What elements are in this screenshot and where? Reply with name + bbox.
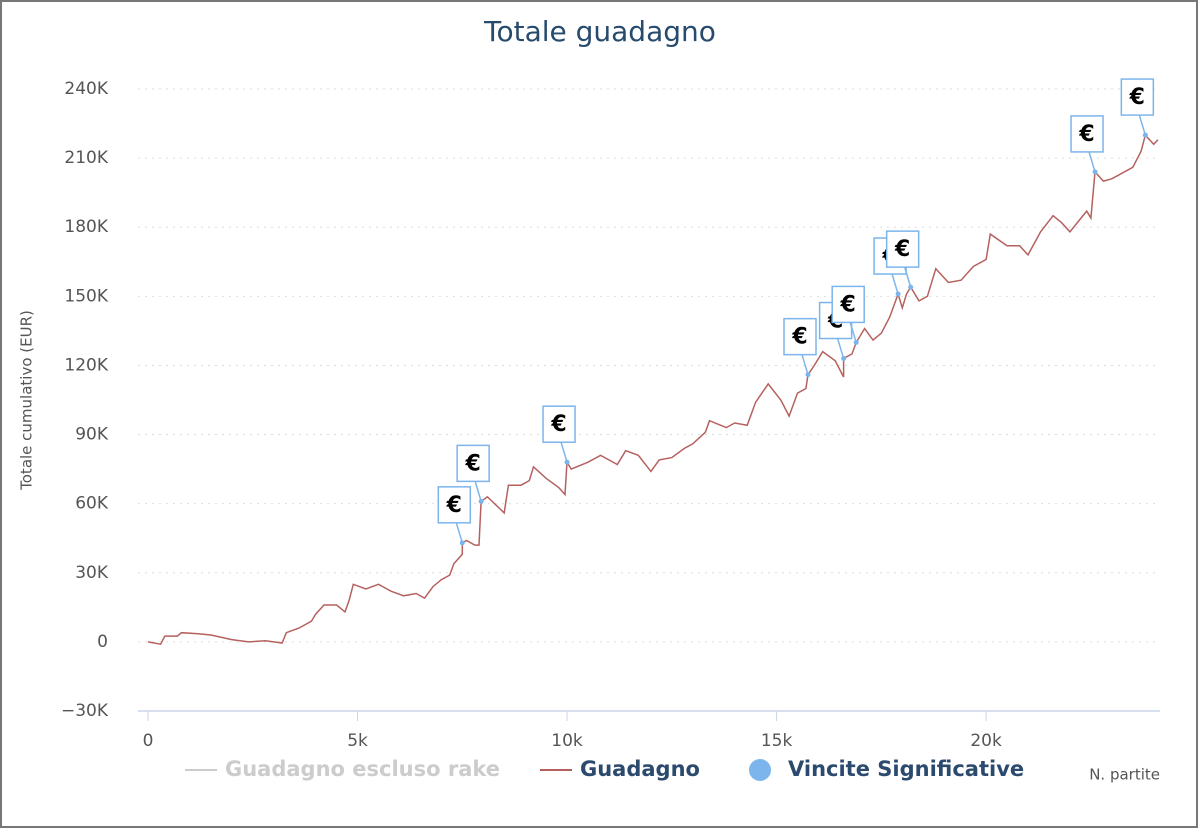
flag-label: € <box>1078 122 1094 147</box>
flag-label: € <box>840 292 856 317</box>
x-axis-label: N. partite <box>1089 766 1160 784</box>
x-tick-label: 0 <box>143 731 154 751</box>
flag-stem <box>560 441 568 463</box>
y-tick-label: 30K <box>75 563 109 583</box>
y-tick-label: 180K <box>64 217 108 237</box>
y-axis-label: Totale cumulativo (EUR) <box>18 310 36 491</box>
legend-label[interactable]: Vincite Significative <box>788 757 1024 781</box>
y-tick-label: 120K <box>64 355 108 375</box>
flag-label: € <box>464 451 480 476</box>
x-tick-label: 15k <box>761 731 793 751</box>
y-tick-label: −30K <box>61 701 109 721</box>
flag-stem <box>1138 114 1147 136</box>
flag-stem <box>903 266 912 288</box>
win-point <box>478 498 484 504</box>
flag-stem <box>1088 151 1096 173</box>
flag-box <box>456 444 490 483</box>
flag-box <box>831 285 865 324</box>
win-point <box>805 372 811 378</box>
flag-stem <box>455 522 464 544</box>
legend-symbol <box>749 759 771 781</box>
y-tick-label: 90K <box>75 425 109 445</box>
y-tick-label: 0 <box>97 632 108 652</box>
x-tick-label: 5k <box>347 731 368 751</box>
flag-label: € <box>1129 85 1145 110</box>
win-point <box>853 339 859 345</box>
flag-stem <box>849 322 857 343</box>
flag-box <box>437 486 472 524</box>
y-tick-label: 240K <box>64 79 108 99</box>
legend-label[interactable]: Guadagno <box>580 757 700 781</box>
win-point <box>841 356 847 362</box>
flag-box <box>783 317 817 356</box>
flag-stem <box>801 354 809 375</box>
flag-stem <box>474 481 482 502</box>
x-tick-label: 10k <box>551 731 583 751</box>
win-point <box>459 540 465 546</box>
y-tick-label: 60K <box>75 494 109 514</box>
y-tick-label: 210K <box>64 148 108 168</box>
flag-label: € <box>791 325 807 350</box>
flag-stem <box>836 338 845 359</box>
profit-line <box>147 133 1159 646</box>
y-tick-label: 150K <box>64 286 108 306</box>
flag-box <box>1070 115 1104 153</box>
flag-box <box>885 230 920 268</box>
win-point <box>908 284 914 290</box>
win-point <box>895 291 901 297</box>
flag-label: € <box>894 237 910 262</box>
flag-label: € <box>446 493 462 518</box>
flag-box <box>1120 78 1155 116</box>
win-point <box>1142 132 1148 138</box>
flag-stem <box>891 273 899 295</box>
flag-box <box>542 405 576 443</box>
win-point <box>1092 169 1098 175</box>
x-tick-label: 20k <box>970 731 1002 751</box>
chart-title: Totale guadagno <box>483 15 716 48</box>
flag-label: € <box>550 412 566 437</box>
win-point <box>564 459 570 465</box>
legend-label[interactable]: Guadagno escluso rake <box>225 757 500 781</box>
